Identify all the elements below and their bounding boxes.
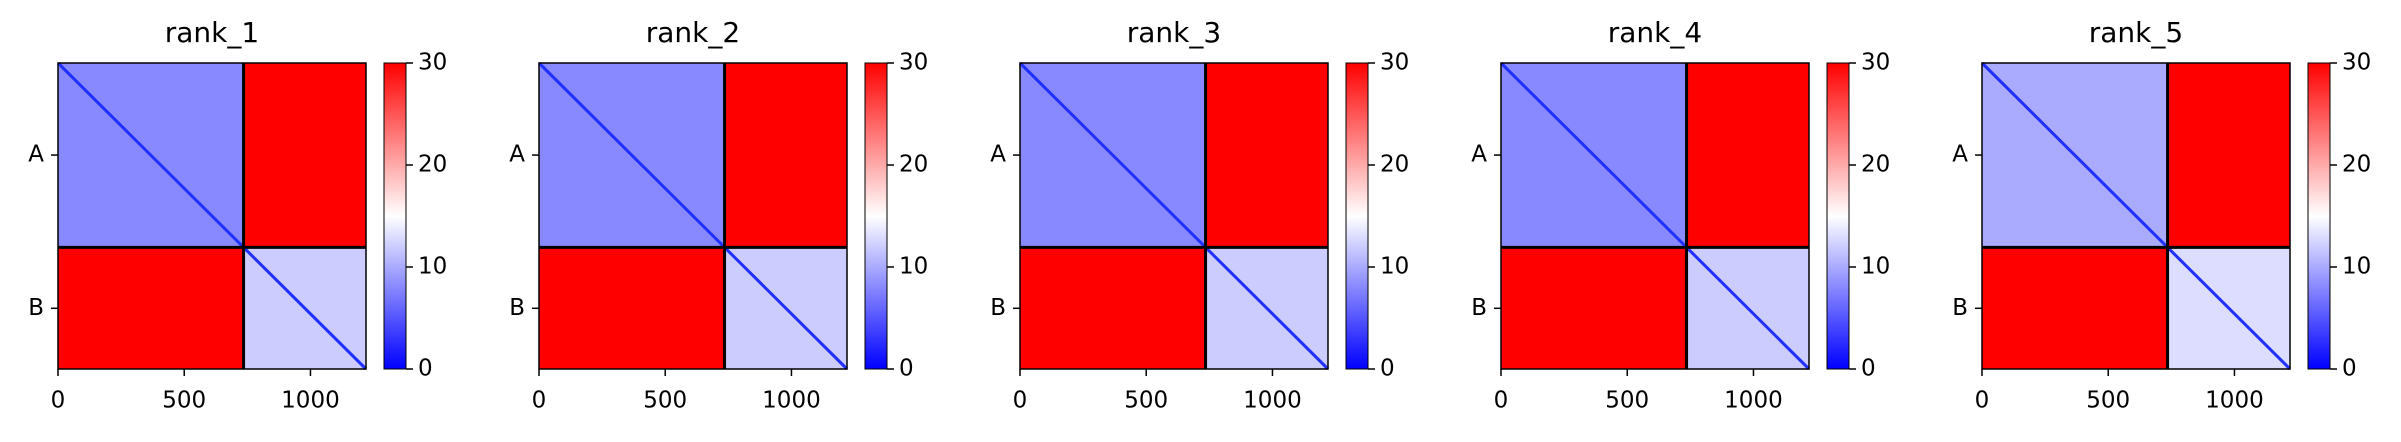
heatmap-cell: [58, 247, 244, 369]
x-tick-label: 0: [532, 388, 547, 414]
colorbar-tick-label: 30: [418, 50, 447, 76]
y-tick-label: B: [1471, 295, 1487, 321]
x-tick-label: 500: [1605, 388, 1649, 414]
colorbar-tick-label: 0: [1861, 356, 1876, 382]
x-tick-label: 0: [1494, 388, 1509, 414]
colorbar-tick-label: 20: [1861, 152, 1890, 178]
diagonal: [2166, 246, 2292, 371]
heatmap-cell: [1501, 247, 1687, 369]
colorbar: [864, 62, 888, 370]
panel-title: rank_2: [646, 16, 740, 49]
colorbar-tick-label: 20: [899, 152, 928, 178]
y-tick-label: A: [1952, 142, 1968, 168]
diagonal: [1499, 61, 1688, 249]
colorbar-tick-label: 10: [899, 254, 928, 280]
colorbar: [1345, 62, 1369, 370]
diagonal: [1204, 246, 1330, 371]
heatmap-cell: [2167, 63, 2290, 248]
colorbar-tick-label: 0: [899, 356, 914, 382]
x-tick-label: 1000: [1724, 388, 1783, 414]
panel-title: rank_4: [1608, 16, 1702, 49]
colorbar-tick-label: 10: [418, 254, 447, 280]
x-tick-label: 0: [51, 388, 66, 414]
diagonal: [723, 246, 849, 371]
y-tick-label: B: [509, 295, 525, 321]
heatmap-cell: [1205, 63, 1328, 248]
x-tick-label: 1000: [1243, 388, 1302, 414]
y-tick-label: A: [28, 142, 44, 168]
colorbar: [383, 62, 407, 370]
x-tick-label: 500: [1124, 388, 1168, 414]
heatmap-cell: [1982, 247, 2168, 369]
y-tick-label: B: [1952, 295, 1968, 321]
colorbar: [1826, 62, 1850, 370]
colorbar-tick-label: 10: [1861, 254, 1890, 280]
x-tick-label: 0: [1013, 388, 1028, 414]
panel-title: rank_3: [1127, 16, 1221, 49]
colorbar-tick-label: 20: [418, 152, 447, 178]
colorbar-tick-label: 10: [2342, 254, 2371, 280]
colorbar-tick-label: 30: [899, 50, 928, 76]
y-tick-label: A: [1471, 142, 1487, 168]
heatmap-cell: [1686, 63, 1809, 248]
heatmap-cell: [539, 247, 725, 369]
x-tick-label: 1000: [762, 388, 821, 414]
colorbar-tick-label: 30: [2342, 50, 2371, 76]
colorbar: [2307, 62, 2331, 370]
colorbar-tick-label: 20: [2342, 152, 2371, 178]
x-tick-label: 500: [2086, 388, 2130, 414]
y-tick-label: A: [990, 142, 1006, 168]
x-tick-label: 0: [1975, 388, 1990, 414]
colorbar-tick-label: 0: [2342, 356, 2357, 382]
y-tick-label: A: [509, 142, 525, 168]
axes-frame: [1981, 62, 2291, 370]
diagonal: [56, 61, 245, 249]
x-tick-label: 1000: [2205, 388, 2264, 414]
panel-title: rank_5: [2089, 16, 2183, 49]
axes-frame: [57, 62, 367, 370]
heatmap-cell: [724, 63, 847, 248]
y-tick-label: B: [990, 295, 1006, 321]
x-tick-label: 500: [643, 388, 687, 414]
colorbar-tick-label: 0: [1380, 356, 1395, 382]
diagonal: [537, 61, 726, 249]
x-tick-label: 500: [162, 388, 206, 414]
axes-frame: [1019, 62, 1329, 370]
colorbar-tick-label: 30: [1380, 50, 1409, 76]
diagonal: [1980, 61, 2169, 249]
heatmap-cell: [1020, 247, 1206, 369]
y-tick-label: B: [28, 295, 44, 321]
heatmap-cell: [243, 63, 366, 248]
panel-title: rank_1: [165, 16, 259, 49]
diagonal: [1018, 61, 1207, 249]
diagonal: [242, 246, 368, 371]
x-tick-label: 1000: [281, 388, 340, 414]
colorbar-tick-label: 10: [1380, 254, 1409, 280]
axes-frame: [1500, 62, 1810, 370]
diagonal: [1685, 246, 1811, 371]
colorbar-tick-label: 30: [1861, 50, 1890, 76]
colorbar-tick-label: 0: [418, 356, 433, 382]
axes-frame: [538, 62, 848, 370]
colorbar-tick-label: 20: [1380, 152, 1409, 178]
